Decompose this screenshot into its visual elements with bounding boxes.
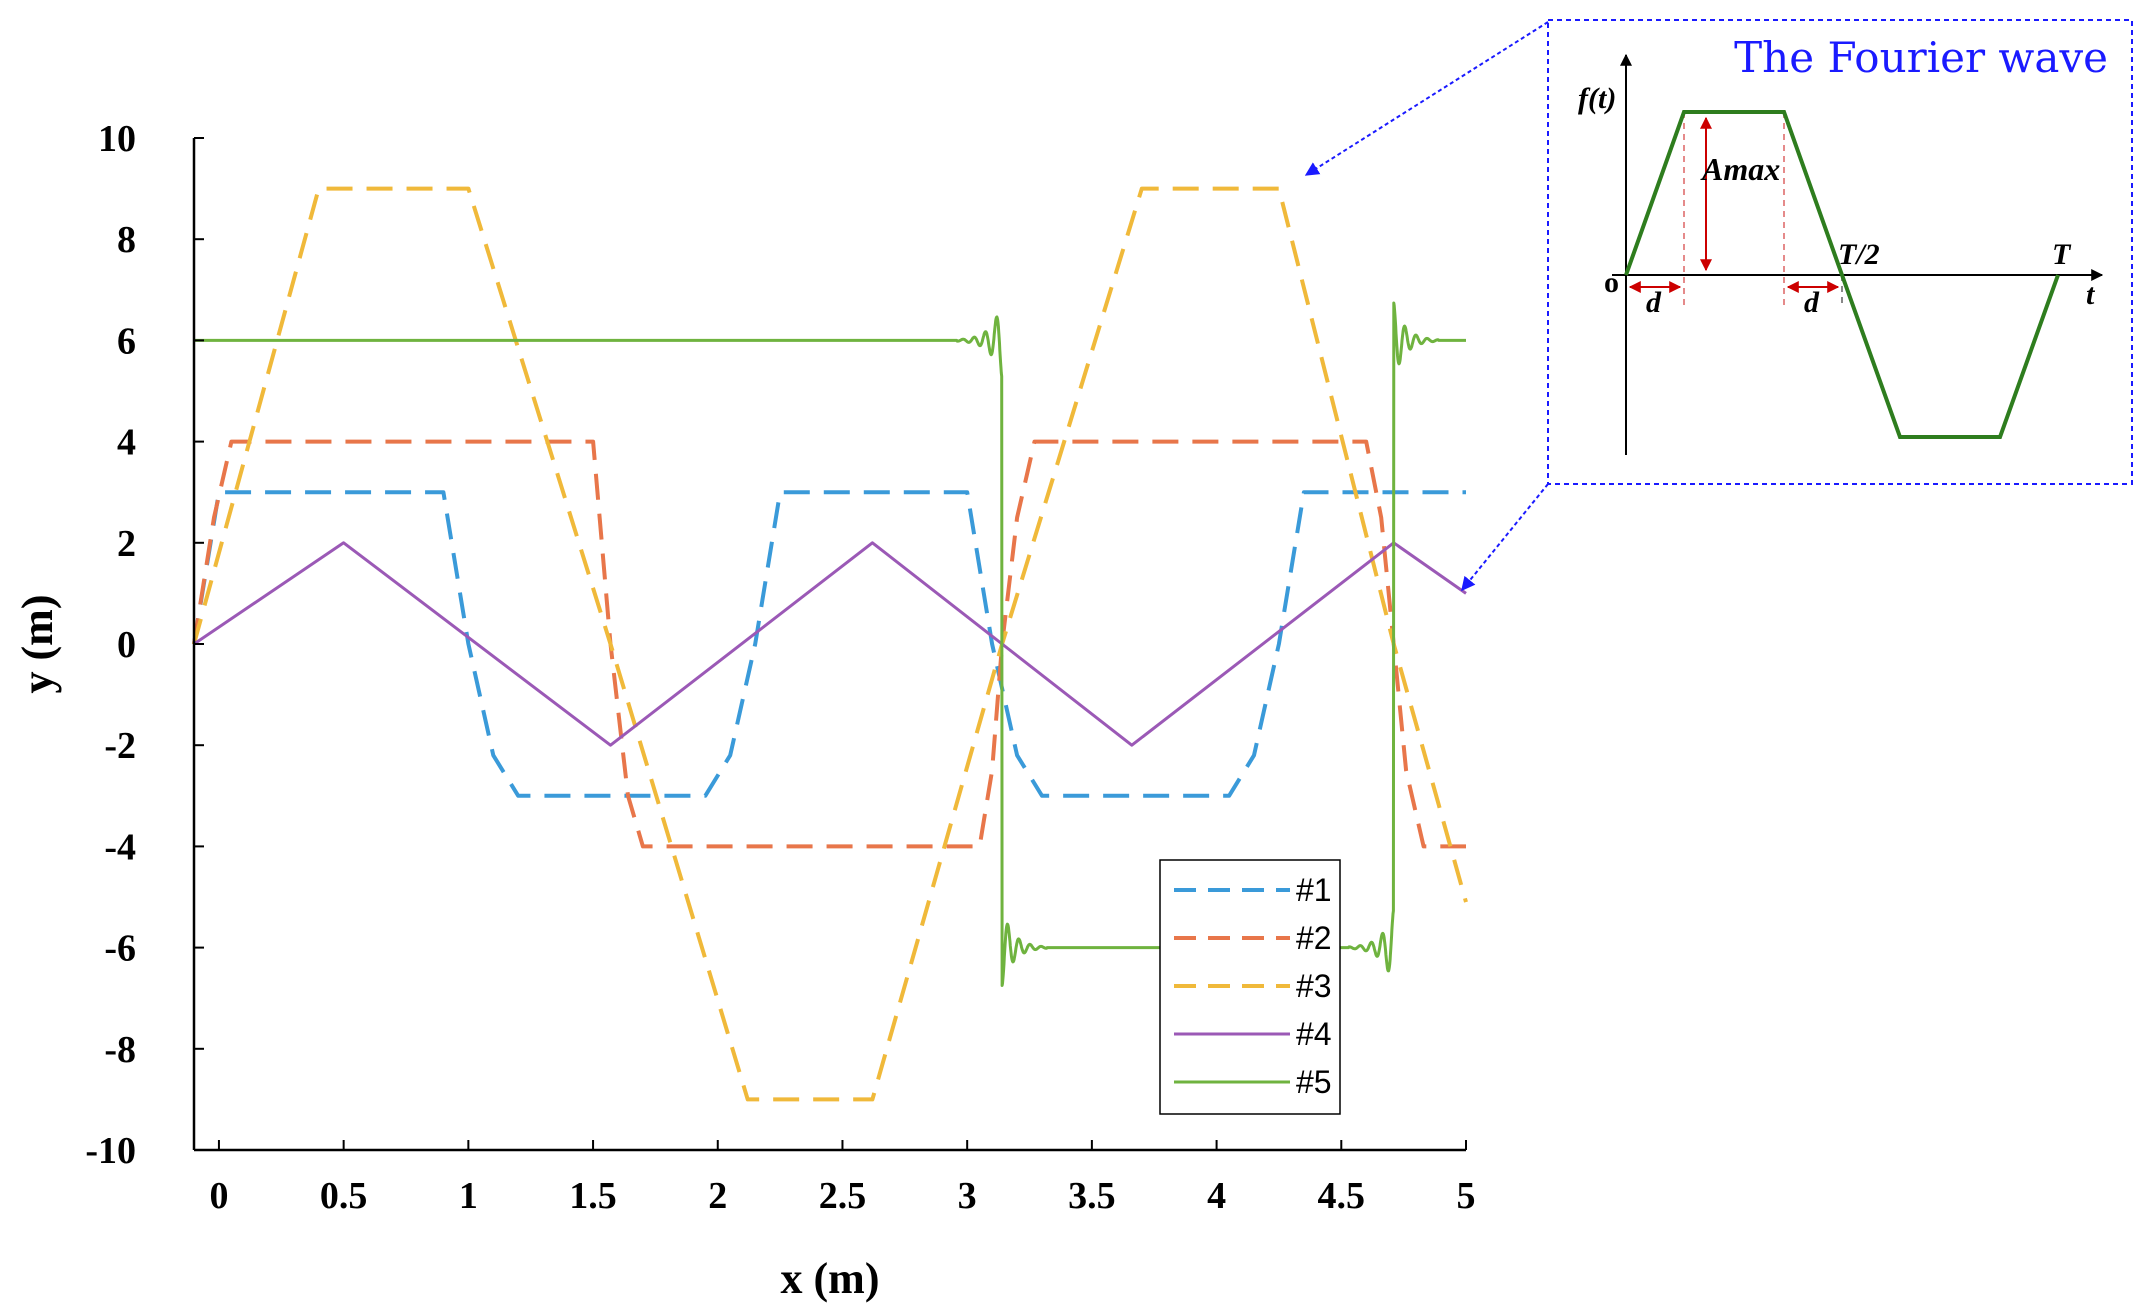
x-axis-title: x (m) [781,1254,880,1303]
inset-amplitude-label: Amax [1700,151,1780,187]
legend-label-4: #4 [1296,1016,1332,1052]
legend-label-2: #2 [1296,920,1332,956]
series-line-1 [192,490,1466,798]
tick-layer: 0 0.5 1 1.5 2 2.5 3 3.5 4 4.5 5 10 8 6 4 2 0 -2 -4 -6 -8 -10 [85,118,1475,1217]
x-tick-label: 4 [1207,1175,1226,1217]
x-tick-label: 2 [708,1175,727,1217]
x-tick-label: 3 [958,1175,977,1217]
y-tick-label: -10 [85,1130,136,1172]
inset-frame [1547,19,2133,485]
y-tick-label: 0 [117,624,136,666]
inset-half-period-label: T/2 [1838,238,1880,271]
inset-x-label: t [2086,278,2096,311]
inset-diagram: The Fourier wave f(t) t o T/2 T Amax d d [1547,19,2133,485]
y-tick-label: 6 [117,320,136,362]
series-line-2 [192,439,1466,849]
inset-origin-label: o [1604,266,1619,299]
x-tick-label: 1.5 [569,1175,617,1217]
plot-area: 0 0.5 1 1.5 2 2.5 3 3.5 4 4.5 51086420-2-4-6-8-10 … [13,118,1476,1303]
inset-ramp-label: d [1804,286,1820,319]
y-tick-label: 2 [117,523,136,565]
x-tick-label: 4.5 [1318,1175,1366,1217]
inset-ramp-label: d [1646,286,1662,319]
y-tick-label: -8 [104,1029,136,1071]
legend: #1 #2 #3 #4 #5 [1159,859,1341,1115]
x-tick-label: 1 [459,1175,478,1217]
y-tick-label: -4 [104,826,136,868]
y-tick-label: 8 [117,219,136,261]
callout-arrow-lower [1461,483,1549,592]
legend-label-5: #5 [1296,1064,1332,1100]
x-tick-label: 5 [1457,1175,1476,1217]
x-tick-label: 3.5 [1068,1175,1116,1217]
inset-wave [1624,110,2060,439]
x-tick-label: 0.5 [320,1175,368,1217]
y-tick-label: -6 [104,928,136,970]
y-axis-title: y (m) [13,595,62,694]
y-tick-label: 4 [117,422,136,464]
inset-y-label: f(t) [1578,82,1616,115]
legend-label-3: #3 [1296,968,1332,1004]
x-tick-label: 2.5 [819,1175,867,1217]
inset-period-label: T [2052,238,2072,271]
y-tick-label: 10 [98,118,136,160]
series-line-3 [192,186,1468,1102]
inset-title: The Fourier wave [1734,33,2108,82]
callout-arrow-upper [1304,21,1549,176]
legend-label-1: #1 [1296,872,1332,908]
series-line-4 [193,541,1467,747]
x-tick-label: 0 [209,1175,228,1217]
y-tick-label: -2 [104,725,136,767]
